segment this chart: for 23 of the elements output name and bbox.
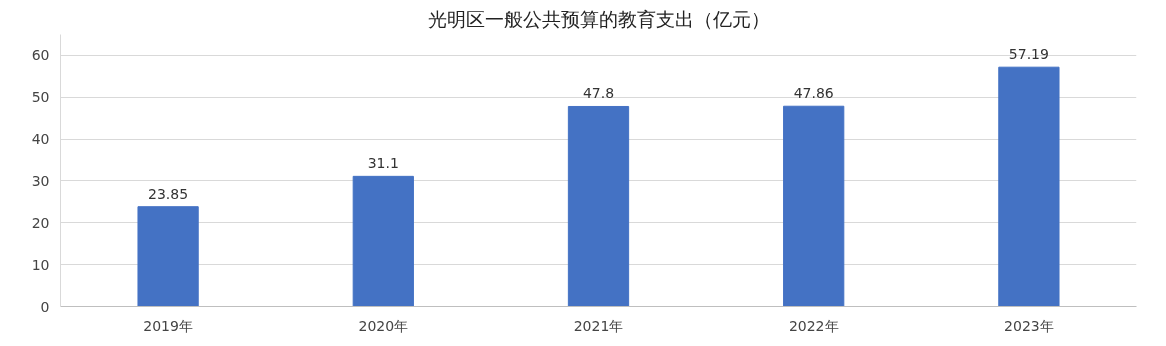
x-tick-label: 2019年: [143, 317, 193, 334]
x-tick-label: 2022年: [788, 317, 839, 334]
x-tick-label: 2021年: [573, 317, 624, 334]
x-tick-label: 2023年: [1004, 317, 1054, 334]
y-tick-label: 30: [31, 172, 50, 189]
data-label: 31.1: [367, 155, 399, 172]
bar: [352, 175, 414, 307]
data-label: 47.86: [793, 85, 834, 102]
data-label: 23.85: [148, 185, 189, 202]
data-label: 47.8: [582, 85, 615, 102]
bar: [998, 66, 1060, 307]
y-tick-label: 10: [31, 256, 50, 273]
y-tick-label: 0: [40, 298, 50, 315]
chart-title: 光明区一般公共预算的教育支出（亿元）: [427, 7, 770, 30]
y-tick-label: 60: [31, 47, 50, 64]
data-label: 57.19: [1008, 46, 1049, 63]
y-tick-label: 40: [31, 131, 50, 148]
bar: [137, 206, 199, 307]
bar: [783, 105, 845, 307]
bar: [567, 105, 630, 307]
y-tick-label: 20: [31, 214, 50, 231]
x-tick-label: 2020年: [358, 317, 409, 334]
y-tick-label: 50: [31, 89, 50, 106]
